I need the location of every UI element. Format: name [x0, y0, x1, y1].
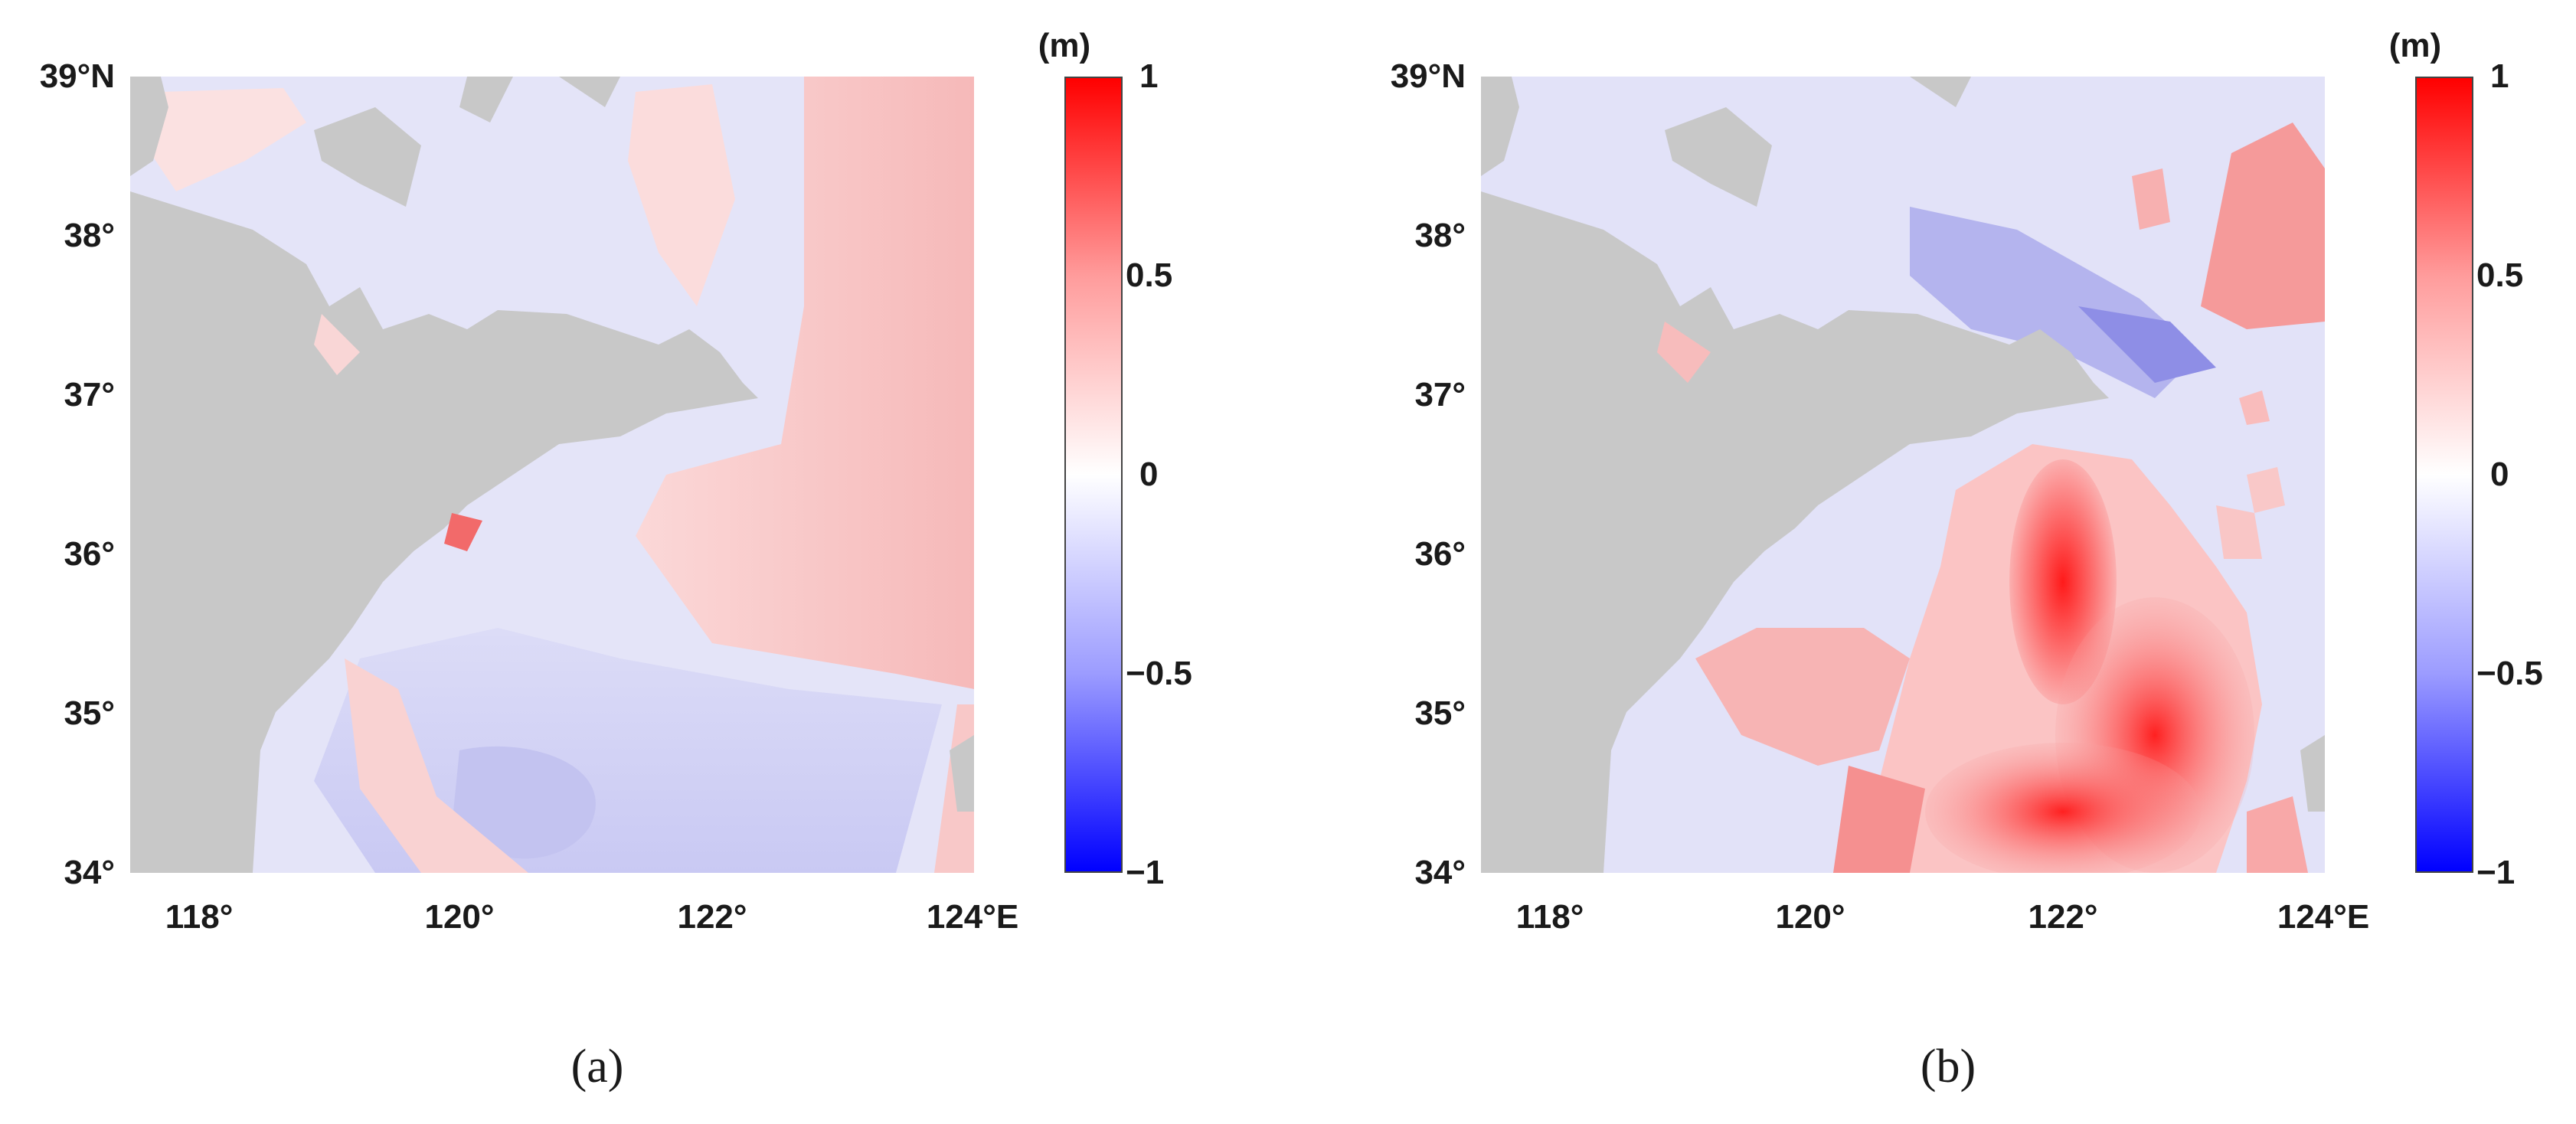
- lat-tick-34: 34°: [1414, 854, 1466, 891]
- land-mass: [130, 77, 168, 176]
- land-mass: [1481, 77, 1519, 176]
- colorbar-tick-1: 1: [2490, 57, 2509, 95]
- positive-anomaly: [2239, 390, 2270, 425]
- colorbar-tick-0.5: 0.5: [1126, 256, 1173, 294]
- lon-tick-124: 124°E: [926, 898, 1019, 936]
- colorbar-unit: (m): [1038, 27, 1091, 64]
- lat-tick-37: 37°: [64, 376, 115, 413]
- panel-caption-a: (a): [570, 1041, 624, 1093]
- positive-anomaly: [1833, 766, 1925, 873]
- positive-anomaly: [2247, 796, 2308, 873]
- positive-anomaly: [2132, 168, 2170, 230]
- lon-tick-120: 120°: [424, 898, 495, 936]
- land-mass: [559, 77, 620, 107]
- colorbar-tick-minus-0.5: −0.5: [2476, 655, 2543, 692]
- negative-anomaly: [452, 746, 596, 859]
- positive-anomaly: [636, 77, 974, 689]
- positive-anomaly: [2247, 467, 2285, 513]
- lat-tick-39: 39°N: [39, 57, 115, 95]
- colorbar-unit: (m): [2388, 27, 2442, 64]
- positive-anomaly: [345, 658, 528, 873]
- land-mass: [130, 191, 758, 873]
- land-mass: [950, 735, 974, 812]
- positive-anomaly: [444, 513, 482, 551]
- colorbar-tick-minus-0.5: −0.5: [1126, 655, 1192, 692]
- colorbar-tick-minus-1: −1: [2476, 854, 2516, 891]
- lat-tick-38: 38°: [1414, 217, 1466, 254]
- lon-tick-120: 120°: [1775, 898, 1845, 936]
- colorbar-tick-minus-1: −1: [1126, 854, 1165, 891]
- land-mass: [314, 107, 421, 207]
- colorbar-tick-0.5: 0.5: [2476, 256, 2524, 294]
- negative-anomaly: [2078, 306, 2216, 383]
- land-mass: [1665, 107, 1772, 207]
- land-mass: [2300, 735, 2325, 812]
- land-mass: [1481, 191, 2109, 873]
- lat-tick-35: 35°: [64, 694, 115, 732]
- lat-tick-36: 36°: [1414, 535, 1466, 573]
- lat-tick-37: 37°: [1414, 376, 1466, 413]
- lat-tick-35: 35°: [1414, 694, 1466, 732]
- colorbar-tick-0: 0: [2490, 456, 2509, 493]
- lon-tick-122: 122°: [2028, 898, 2098, 936]
- lat-tick-34: 34°: [64, 854, 115, 891]
- land-mass: [459, 77, 513, 123]
- colorbar-tick-0: 0: [1139, 456, 1159, 493]
- positive-anomaly: [2216, 505, 2262, 559]
- land-mass: [1910, 77, 1971, 107]
- map-plot-b: [1481, 77, 2325, 873]
- colorbar-tick-1: 1: [1139, 57, 1159, 95]
- lon-tick-118: 118°: [165, 898, 234, 936]
- panel-b: 39°N 38° 37° 36° 35° 34°: [1351, 0, 2576, 1124]
- lat-tick-36: 36°: [64, 535, 115, 573]
- lon-tick-122: 122°: [677, 898, 747, 936]
- colorbar: [2415, 77, 2473, 873]
- lon-tick-118: 118°: [1515, 898, 1584, 936]
- positive-anomaly: [1695, 628, 1910, 766]
- positive-anomaly: [628, 84, 735, 306]
- map-plot-a: [130, 77, 974, 873]
- positive-anomaly: [1657, 322, 1711, 383]
- positive-anomaly: [145, 88, 306, 191]
- positive-anomaly: [1925, 743, 2201, 873]
- lat-tick-39: 39°N: [1390, 57, 1466, 95]
- positive-anomaly: [2201, 123, 2325, 329]
- lat-tick-38: 38°: [64, 217, 115, 254]
- panel-caption-b: (b): [1920, 1041, 1976, 1093]
- colorbar: [1064, 77, 1123, 873]
- panel-a: 39°N 38° 37° 36° 35° 34°: [39, 27, 1192, 1093]
- lon-tick-124: 124°E: [2277, 898, 2370, 936]
- positive-anomaly: [314, 314, 360, 375]
